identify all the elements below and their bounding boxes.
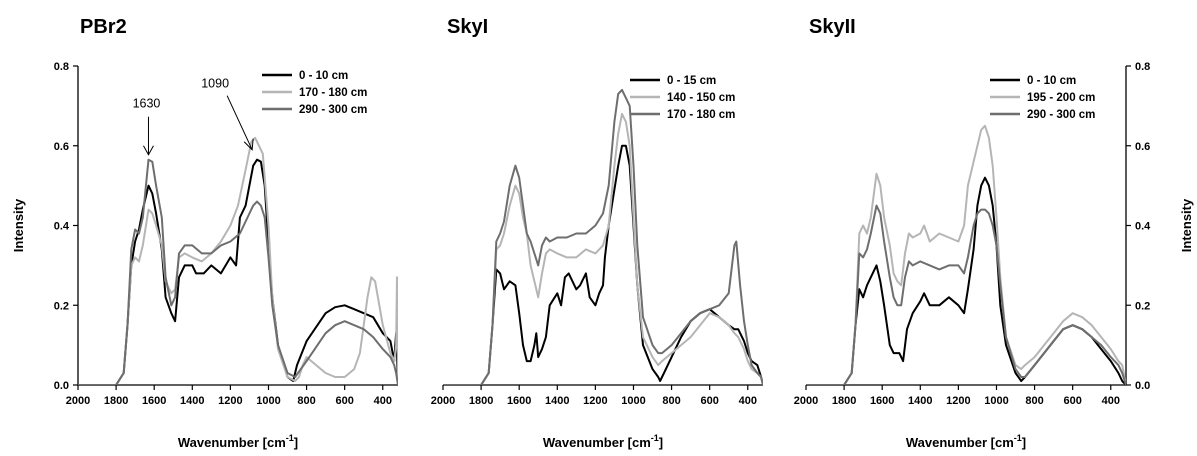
y-tick-label: 0.8 (1135, 61, 1150, 73)
y-tick-label: 0.0 (54, 380, 69, 392)
x-tick-label: 1000 (621, 395, 645, 407)
x-tick-label: 1800 (104, 395, 128, 407)
y-axis-label: Intensity (11, 198, 26, 252)
legend-label: 0 - 10 cm (299, 70, 348, 82)
legend-label: 0 - 10 cm (1027, 75, 1076, 87)
series-line-2 (78, 158, 398, 385)
series-line-1 (443, 112, 763, 385)
panel-2: SkyII 2000 1800 1600 1400 1200 1000 800 600 400 0.… (794, 16, 1194, 450)
series-line-1 (78, 136, 398, 385)
legend-label: 290 - 300 cm (299, 104, 367, 116)
y-axis-label: Intensity (1179, 198, 1194, 252)
x-tick-label: 600 (700, 395, 718, 407)
x-tick-label: 800 (662, 395, 680, 407)
x-tick-label: 1800 (469, 395, 493, 407)
chart-title: PBr2 (80, 16, 127, 38)
annotation-arrowhead (243, 138, 254, 151)
x-tick-label: 1200 (946, 395, 970, 407)
chart-title: SkyI (447, 16, 488, 38)
x-axis-label: Wavenumber [cm-1] (906, 433, 1026, 450)
x-tick-label: 1400 (545, 395, 569, 407)
series-line-0 (443, 144, 763, 385)
x-tick-label: 1600 (142, 395, 166, 407)
x-tick-label: 2000 (794, 395, 818, 407)
y-tick-label: 0.4 (54, 221, 70, 233)
series-line-0 (78, 158, 398, 385)
y-tick-label: 0.2 (54, 300, 69, 312)
y-tick-label: 0.8 (54, 61, 69, 73)
y-tick-label: 0.2 (1135, 300, 1150, 312)
legend-label: 290 - 300 cm (1027, 109, 1095, 121)
x-tick-label: 1600 (870, 395, 894, 407)
x-tick-label: 1800 (832, 395, 856, 407)
x-tick-label: 400 (374, 395, 392, 407)
x-tick-label: 1400 (180, 395, 204, 407)
series-line-1 (806, 124, 1126, 385)
x-tick-label: 600 (335, 395, 353, 407)
legend-label: 195 - 200 cm (1027, 92, 1095, 104)
x-tick-label: 1200 (583, 395, 607, 407)
y-tick-label: 0.4 (1135, 221, 1151, 233)
x-tick-label: 1200 (218, 395, 242, 407)
legend-label: 170 - 180 cm (667, 109, 735, 121)
x-tick-label: 800 (297, 395, 315, 407)
x-tick-label: 400 (739, 395, 757, 407)
x-tick-label: 800 (1025, 395, 1043, 407)
y-tick-label: 0.0 (1135, 380, 1150, 392)
legend-label: 140 - 150 cm (667, 92, 735, 104)
y-tick-label: 0.6 (1135, 141, 1150, 153)
legend-label: 170 - 180 cm (299, 87, 367, 99)
x-tick-label: 600 (1063, 395, 1081, 407)
x-axis-label: Wavenumber [cm-1] (178, 433, 298, 450)
panel-1: SkyI 2000 1800 1600 1400 1200 1000 800 600 400 Wav… (431, 16, 763, 450)
x-tick-label: 1000 (984, 395, 1008, 407)
annotation-label: 1090 (201, 77, 229, 91)
x-tick-label: 1600 (507, 395, 531, 407)
chart-title: SkyII (809, 16, 856, 38)
y-tick-label: 0.6 (54, 141, 69, 153)
panel-0: PBr2 2000 1800 1600 1400 1200 1000 800 600 400 0.0… (11, 16, 398, 450)
x-tick-label: 400 (1102, 395, 1120, 407)
annotation-label: 1630 (133, 97, 161, 111)
annotation-arrowhead (143, 145, 154, 156)
x-tick-label: 2000 (431, 395, 455, 407)
x-axis-label: Wavenumber [cm-1] (543, 433, 663, 450)
annotation-arrow (226, 95, 253, 150)
series-line-2 (443, 88, 763, 385)
x-tick-label: 1400 (908, 395, 932, 407)
series-line-2 (806, 204, 1126, 385)
legend-label: 0 - 15 cm (667, 75, 716, 87)
x-tick-label: 1000 (256, 395, 280, 407)
x-tick-label: 2000 (66, 395, 90, 407)
